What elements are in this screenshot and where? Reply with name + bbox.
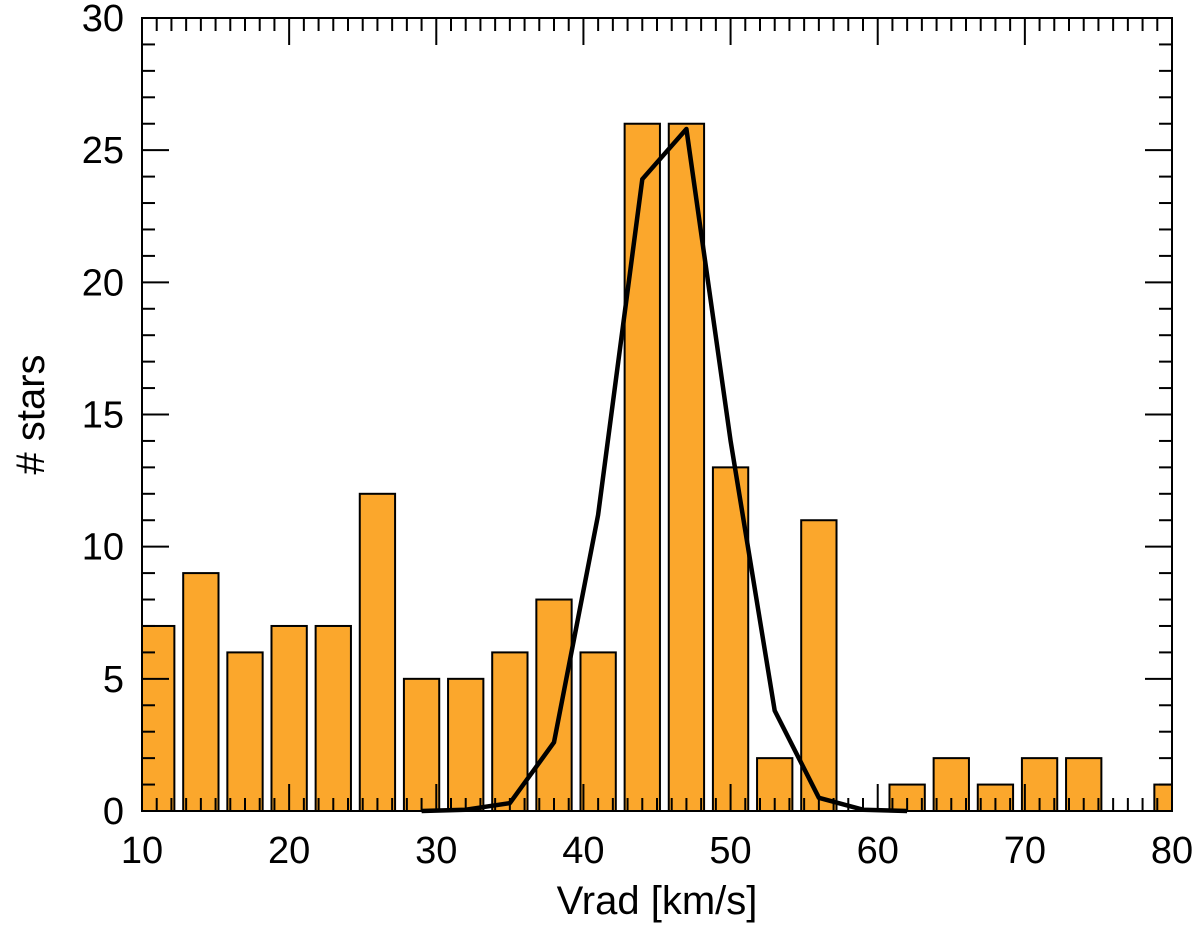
x-tick-label: 10 <box>121 830 163 872</box>
axis-ticks-layer <box>141 17 1173 812</box>
y-axis-title: # stars <box>9 354 53 474</box>
x-tick-label: 80 <box>1151 830 1193 872</box>
bars-layer <box>142 122 1172 811</box>
bar-8 <box>491 651 529 811</box>
y-tick-label: 20 <box>82 262 124 304</box>
gaussian-fit-layer <box>421 126 908 814</box>
x-tick-label: 30 <box>415 830 457 872</box>
y-tick-label: 25 <box>82 130 124 172</box>
x-tick-label: 70 <box>1004 830 1046 872</box>
bar-0 <box>142 624 176 811</box>
y-tick-label: 10 <box>82 527 124 569</box>
bar-4 <box>314 624 352 811</box>
x-tick-label: 40 <box>562 830 604 872</box>
x-axis-title: Vrad [km/s] <box>557 879 758 923</box>
x-tick-label: 20 <box>268 830 310 872</box>
bar-10 <box>579 651 617 811</box>
bar-3 <box>270 624 308 811</box>
y-tick-label: 5 <box>103 659 124 701</box>
bar-18 <box>932 757 970 811</box>
bar-5 <box>358 492 397 811</box>
bar-1 <box>182 572 220 811</box>
plot-frame <box>141 17 1173 812</box>
bar-2 <box>226 651 264 811</box>
y-tick-label: 30 <box>82 0 124 40</box>
gaussian-fit-line <box>421 126 908 814</box>
bar-6 <box>402 677 441 811</box>
bar-14 <box>756 757 794 811</box>
y-tick-label: 15 <box>82 395 124 437</box>
bar-12 <box>667 122 706 811</box>
bar-11 <box>623 122 661 811</box>
bar-9 <box>535 598 573 811</box>
x-tick-label: 60 <box>857 830 899 872</box>
bar-23 <box>1153 783 1172 811</box>
tick-labels-layer: 10 20 30 40 50 60 70 80 0 5 10 15 20 25 30 <box>82 0 1193 872</box>
bar-7 <box>447 677 485 811</box>
x-tick-label: 50 <box>709 830 751 872</box>
y-tick-label: 0 <box>103 791 124 833</box>
bar-15 <box>800 519 838 811</box>
